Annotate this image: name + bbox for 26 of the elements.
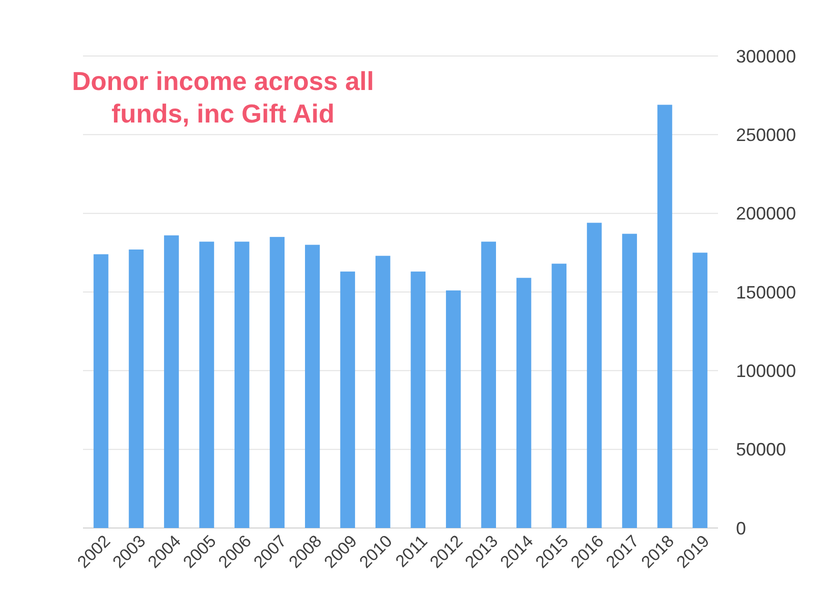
bar [586,222,602,528]
bar [692,252,708,528]
bar [94,254,108,528]
bar [234,242,250,528]
bar [516,278,532,528]
bar [481,242,496,528]
y-tick-label: 0 [736,518,746,538]
bar [446,290,461,528]
y-tick-label: 300000 [736,46,796,66]
bar [164,235,179,528]
bar [622,234,637,528]
y-tick-label: 50000 [736,440,786,460]
y-tick-label: 150000 [736,282,796,302]
bar [199,242,214,528]
y-tick-label: 200000 [736,204,796,224]
y-tick-label: 100000 [736,360,796,381]
bar [305,244,320,528]
bar [270,236,285,528]
bar [657,104,672,528]
bar [375,256,390,528]
y-tick-label: 250000 [736,124,796,145]
text: Donor income across all funds, inc Gift Aid [72,66,374,128]
bar [552,264,566,528]
bar [340,272,356,528]
bar [128,250,144,528]
bar [410,272,426,528]
